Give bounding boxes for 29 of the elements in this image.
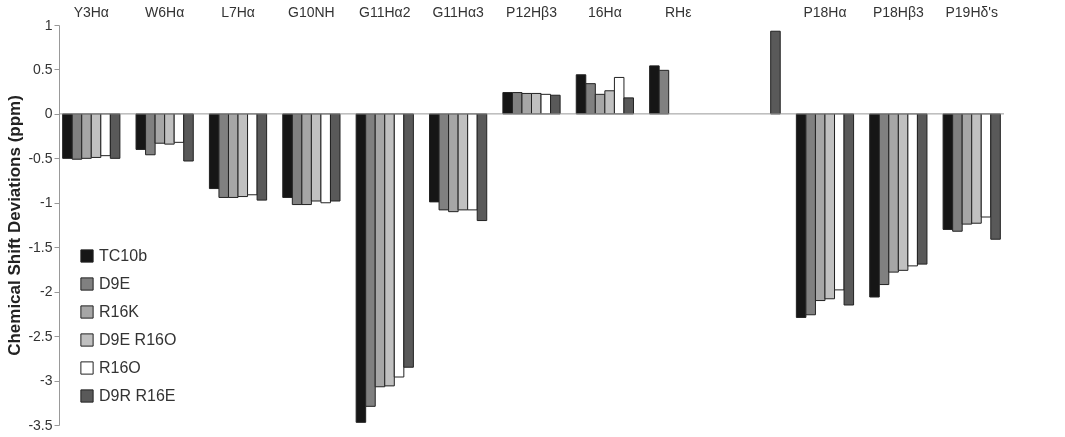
- y-tick-label: -0.5: [28, 149, 53, 166]
- y-axis-title: Chemical Shift Deviations (ppm): [5, 95, 25, 356]
- x-tick-label: G11Hα2: [359, 3, 411, 20]
- y-tick-label: -1.5: [28, 238, 53, 255]
- y-tick-label: -2: [40, 283, 53, 300]
- x-tick-label: Y3Hα: [73, 3, 109, 20]
- legend-label: D9E R16O: [99, 331, 177, 348]
- legend-label: R16K: [99, 303, 140, 320]
- y-tick-label: 0.5: [33, 60, 53, 77]
- y-tick-label: 0: [44, 105, 53, 122]
- x-tick-label: P18Hα: [803, 3, 847, 20]
- legend-label: D9E: [99, 275, 131, 292]
- x-tick-label: L7Hα: [221, 3, 255, 20]
- x-tick-label: 16Hα: [587, 3, 622, 20]
- y-tick-label: -1: [40, 194, 53, 211]
- y-tick-label: -3: [40, 372, 53, 389]
- x-tick-label: P19Hδ's: [945, 3, 998, 20]
- y-tick-label: 1: [44, 16, 53, 33]
- x-tick-label: W6Hα: [145, 3, 185, 20]
- x-tick-label: P18Hβ3: [872, 3, 924, 20]
- x-tick-label: G10NH: [288, 3, 335, 20]
- legend-label: TC10b: [99, 247, 148, 264]
- x-tick-label: G11Hα3: [432, 3, 485, 20]
- x-tick-label: RHε: [665, 3, 692, 20]
- y-tick-label: -2.5: [28, 327, 53, 344]
- y-tick-label: -3.5: [28, 416, 53, 433]
- x-tick-label: P12Hβ3: [506, 3, 558, 20]
- legend-label: R16O: [99, 359, 141, 376]
- legend-label: D9R R16E: [99, 387, 176, 404]
